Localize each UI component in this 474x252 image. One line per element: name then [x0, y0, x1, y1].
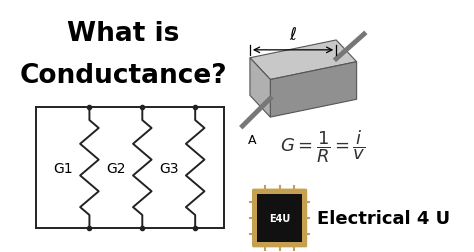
Polygon shape — [250, 58, 270, 118]
Text: E4U: E4U — [269, 213, 290, 223]
Text: G2: G2 — [107, 161, 126, 175]
Text: $G = \dfrac{1}{R} = \dfrac{i}{v}$: $G = \dfrac{1}{R} = \dfrac{i}{v}$ — [280, 128, 366, 164]
Text: Electrical 4 U: Electrical 4 U — [317, 209, 450, 227]
Text: Conductance?: Conductance? — [19, 63, 227, 89]
Text: G1: G1 — [54, 161, 73, 175]
Text: What is: What is — [67, 21, 179, 47]
Polygon shape — [270, 62, 356, 118]
FancyBboxPatch shape — [253, 190, 307, 247]
Text: A: A — [247, 134, 256, 147]
Text: G3: G3 — [159, 161, 179, 175]
Text: $\ell$: $\ell$ — [289, 26, 297, 44]
FancyBboxPatch shape — [257, 195, 302, 242]
Polygon shape — [250, 41, 356, 80]
